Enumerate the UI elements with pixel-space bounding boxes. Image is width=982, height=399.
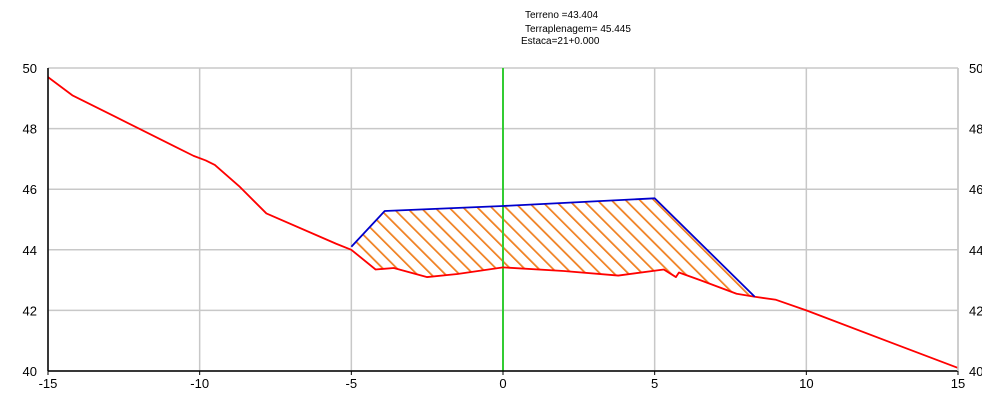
y-tick-label: 46	[23, 182, 37, 197]
cut-fill-area	[351, 198, 755, 297]
annotation-terreno: Terreno =43.404	[525, 10, 599, 21]
x-tick-label: 0	[499, 376, 506, 391]
y-tick-label-right: 42	[969, 303, 982, 318]
annotation-terraplenagem: Terraplenagem= 45.445	[525, 24, 631, 35]
y-tick-label: 40	[23, 364, 37, 379]
y-tick-label-right: 48	[969, 122, 982, 137]
x-tick-label: 15	[951, 376, 965, 391]
annotation-estaca: Estaca=21+0.000	[521, 36, 600, 47]
y-tick-label-right: 50	[969, 61, 982, 76]
y-tick-label-right: 46	[969, 182, 982, 197]
y-tick-label: 42	[23, 303, 37, 318]
x-tick-label: 10	[799, 376, 813, 391]
y-tick-label: 50	[23, 61, 37, 76]
hatched-fill	[351, 198, 755, 297]
y-tick-label: 48	[23, 122, 37, 137]
x-tick-label: -10	[190, 376, 209, 391]
platform-line	[350, 197, 756, 298]
x-tick-label: -15	[39, 376, 58, 391]
terrain-line	[48, 76, 958, 369]
y-tick-label-right: 44	[969, 243, 982, 258]
series-group	[48, 76, 958, 369]
axes: -15 -10 -5 0 5 10 15 40 40 42 42 44 44 46 46 48 48 50 50	[23, 61, 982, 391]
x-tick-label: -5	[346, 376, 358, 391]
x-tick-label: 5	[651, 376, 658, 391]
y-tick-label-right: 40	[969, 364, 982, 379]
y-tick-label: 44	[23, 243, 37, 258]
